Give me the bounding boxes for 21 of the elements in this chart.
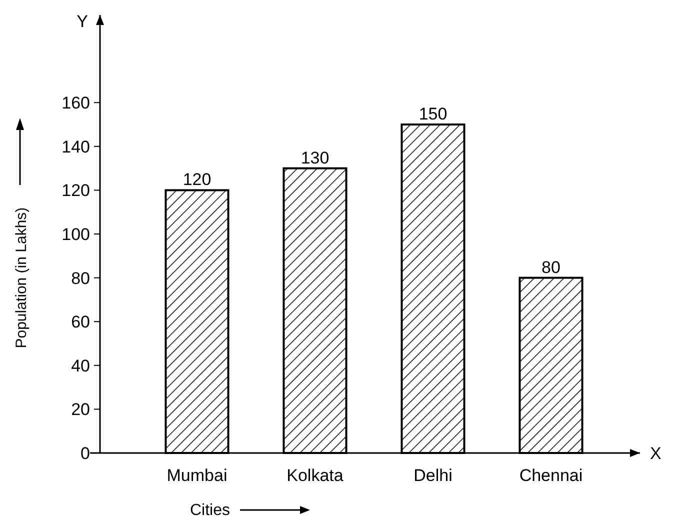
y-axis-title: Population (in Lakhs) [13,207,30,348]
y-tick-label: 140 [62,137,90,156]
y-tick-label: 80 [71,268,90,288]
data-label: 120 [182,170,212,190]
y-tick-label: 60 [71,312,90,332]
x-tick-label: Mumbai [166,466,228,485]
y-tick-label: 100 [62,225,90,244]
y-tick-label: 160 [62,94,90,113]
y-tick-label: 120 [62,181,90,200]
x-tick-label: Chennai [519,466,583,485]
data-label: 130 [300,148,330,168]
y-tick-label: 20 [71,400,90,420]
y-tick-label: 0 [80,444,90,463]
text: X [650,444,662,463]
x-tick-label: Kolkata [286,466,344,485]
text: Y [76,12,88,31]
y-tick-label: 40 [71,356,90,376]
x-axis-title: Cities [190,502,230,516]
data-label: 80 [542,258,560,277]
data-label: 150 [418,104,448,124]
x-tick-label: Delhi [414,466,452,485]
